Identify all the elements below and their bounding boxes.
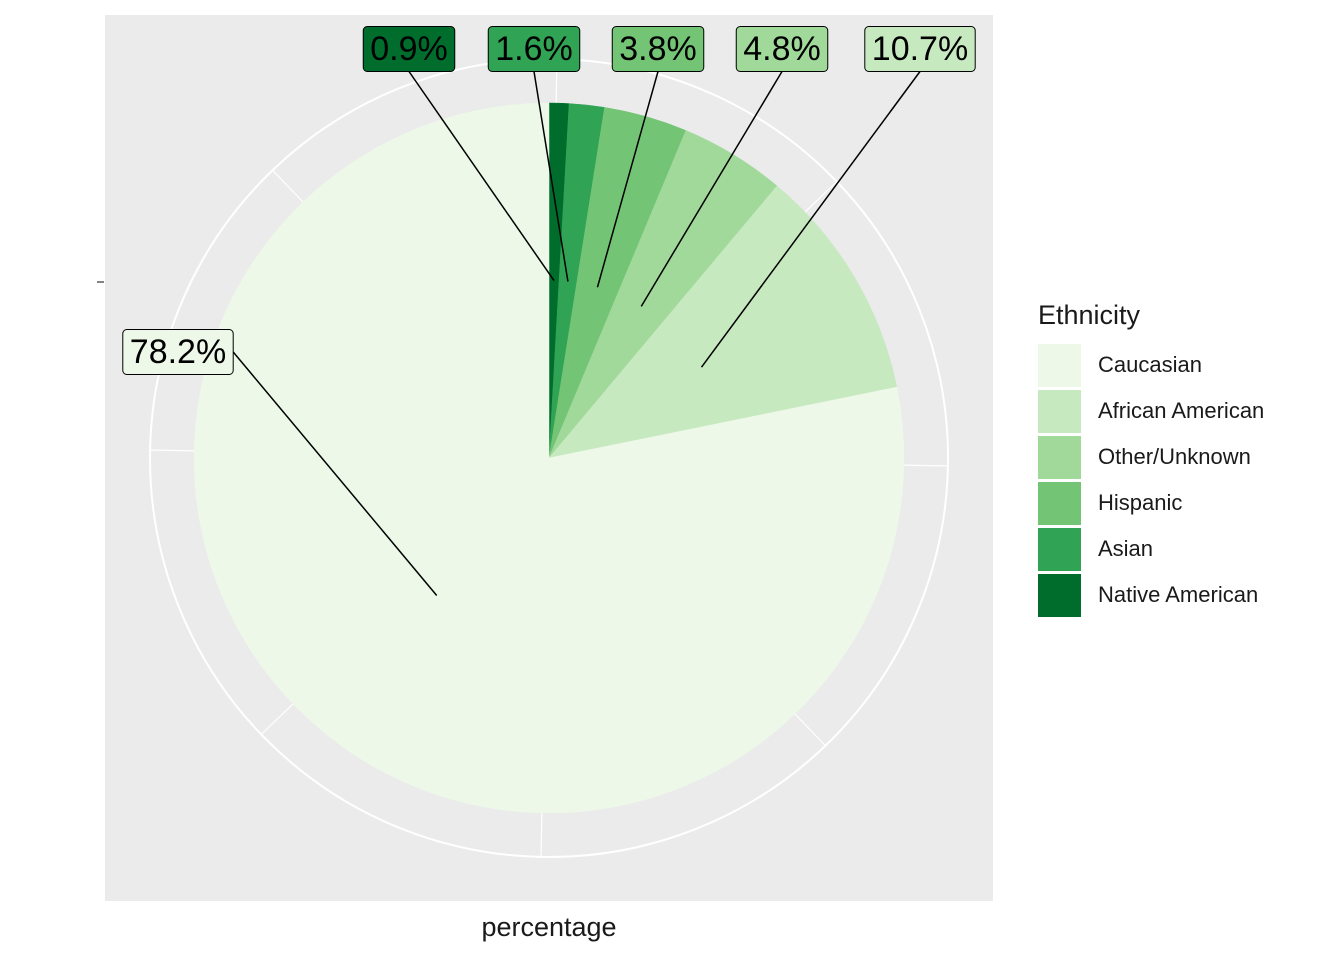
legend-key xyxy=(1038,343,1081,387)
data-label-box xyxy=(487,26,581,72)
grid-spoke xyxy=(804,180,838,213)
pie-slices xyxy=(193,102,905,814)
data-label: 10.7% xyxy=(872,30,968,68)
legend-key xyxy=(1038,481,1081,525)
legend-label: African American xyxy=(1098,398,1265,423)
legend-item: Hispanic xyxy=(1038,480,1264,526)
leader-line xyxy=(533,71,569,282)
legend-item: African American xyxy=(1038,388,1264,434)
legend-item: Native American xyxy=(1038,572,1264,618)
grid-spoke xyxy=(260,703,294,736)
legend-title: Ethnicity xyxy=(1038,300,1141,330)
leader-line xyxy=(700,71,921,368)
pie-slice xyxy=(548,185,898,459)
grid-spoke xyxy=(903,464,949,467)
data-label: 4.8% xyxy=(743,30,821,68)
pie-slice xyxy=(193,102,905,814)
legend-label: Asian xyxy=(1098,536,1154,561)
data-label-box xyxy=(735,26,829,72)
legend-label: Hispanic xyxy=(1098,490,1183,515)
x-axis-title: percentage xyxy=(481,912,617,942)
label-leader-lines xyxy=(232,71,921,596)
leader-line xyxy=(232,351,438,596)
data-label: 1.6% xyxy=(495,30,573,68)
data-label-box xyxy=(611,26,705,72)
data-label-box xyxy=(362,26,456,72)
legend-key xyxy=(1038,527,1081,571)
data-label-box xyxy=(864,26,976,72)
legend-items: Caucasian African American Other/Unknown Hi… xyxy=(1038,342,1264,618)
data-labels: 0.9% 1.6% 3.8% 4.8% 10.7% 78.2% xyxy=(122,26,976,375)
legend-key xyxy=(1038,435,1081,479)
leader-line xyxy=(408,71,555,281)
legend-label: Native American xyxy=(1098,582,1259,607)
legend-key xyxy=(1038,389,1081,433)
leader-line xyxy=(640,71,783,307)
legend-label: Other/Unknown xyxy=(1098,444,1251,469)
data-label: 0.9% xyxy=(370,30,448,68)
legend-key xyxy=(1038,573,1081,617)
legend-label: Caucasian xyxy=(1098,352,1202,377)
grid-spoke xyxy=(149,449,195,452)
data-label: 3.8% xyxy=(619,30,697,68)
grid-spoke xyxy=(271,169,304,203)
leader-line xyxy=(596,71,659,288)
legend-item: Asian xyxy=(1038,526,1264,572)
legend: Ethnicity Caucasian African American Other… xyxy=(1038,298,1264,618)
legend-item: Other/Unknown xyxy=(1038,434,1264,480)
grid-spoke xyxy=(794,713,827,747)
legend-item: Caucasian xyxy=(1038,342,1264,388)
data-label: 78.2% xyxy=(130,333,226,371)
grid-spoke xyxy=(540,812,543,858)
data-label-box xyxy=(122,329,234,375)
